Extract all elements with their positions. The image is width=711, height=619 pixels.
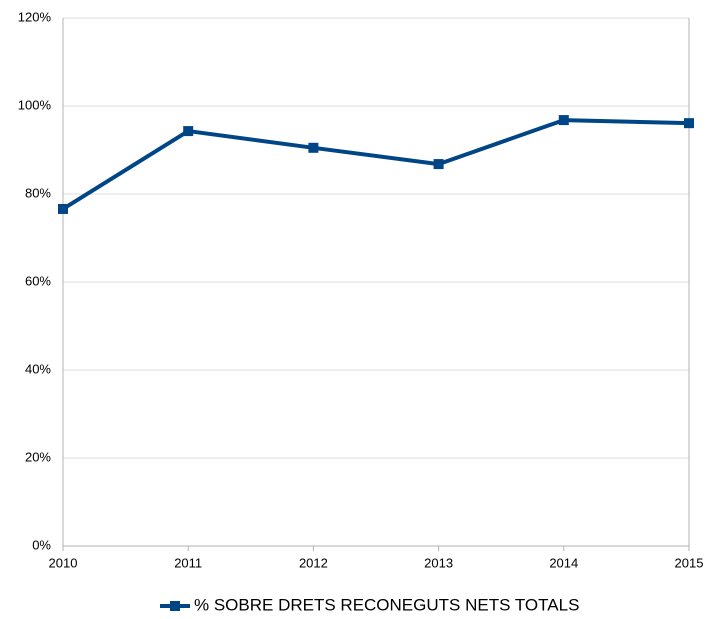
y-tick-label: 40%: [25, 361, 51, 376]
series-line: [61, 118, 690, 211]
legend-marker: [170, 601, 180, 611]
x-tick-label: 2014: [549, 555, 578, 570]
point-marker: [308, 142, 319, 153]
x-tick-label: 2015: [675, 555, 704, 570]
x-tick-label: 2011: [174, 555, 202, 570]
y-tick-label: 100%: [18, 97, 52, 112]
y-tick-label: 80%: [25, 185, 51, 200]
x-tick-label: 2010: [49, 555, 78, 570]
point-marker: [558, 115, 569, 126]
x-tick-label: 2012: [299, 555, 328, 570]
y-tick-label: 20%: [25, 449, 51, 464]
x-tick-label: 2013: [424, 555, 453, 570]
point-marker: [58, 203, 68, 214]
y-tick-label: 120%: [18, 9, 52, 24]
y-tick-label: 0%: [32, 537, 51, 552]
point-marker: [684, 118, 694, 129]
point-marker: [183, 126, 194, 137]
y-tick-label: 60%: [25, 273, 51, 288]
legend-label: % SOBRE DRETS RECONEGUTS NETS TOTALS: [194, 595, 579, 614]
point-marker: [433, 159, 444, 170]
